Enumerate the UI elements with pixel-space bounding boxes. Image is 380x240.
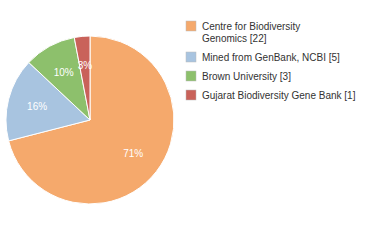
legend-label-line: Brown University [3] — [202, 71, 291, 82]
legend-label-line: Mined from GenBank, NCBI [5] — [202, 52, 340, 63]
legend: Centre for BiodiversityGenomics [22] Mine… — [186, 21, 356, 101]
legend-swatch — [186, 90, 196, 100]
legend-label: Centre for BiodiversityGenomics [22] — [202, 21, 300, 44]
legend-label: Brown University [3] — [202, 71, 291, 82]
chart: 71% 16% 10% 3% Centre for BiodiversityGenomi… — [0, 0, 380, 240]
data-label: 10% — [54, 67, 74, 78]
legend-label-line: Centre for Biodiversity — [202, 21, 300, 32]
pie-slice — [74, 36, 90, 120]
legend-swatch — [186, 21, 196, 31]
legend-swatch — [186, 71, 196, 81]
pie — [6, 36, 174, 204]
legend-swatch — [186, 52, 196, 62]
legend-label: Mined from GenBank, NCBI [5] — [202, 52, 340, 63]
data-label: 71% — [123, 148, 143, 159]
legend-label: Gujarat Biodiversity Gene Bank [1] — [202, 90, 356, 101]
data-label: 16% — [27, 101, 47, 112]
legend-label-line: Genomics [22] — [202, 33, 267, 44]
legend-label-line: Gujarat Biodiversity Gene Bank [1] — [202, 90, 356, 101]
data-label: 3% — [78, 60, 93, 71]
data-labels: 71% 16% 10% 3% — [27, 60, 143, 159]
